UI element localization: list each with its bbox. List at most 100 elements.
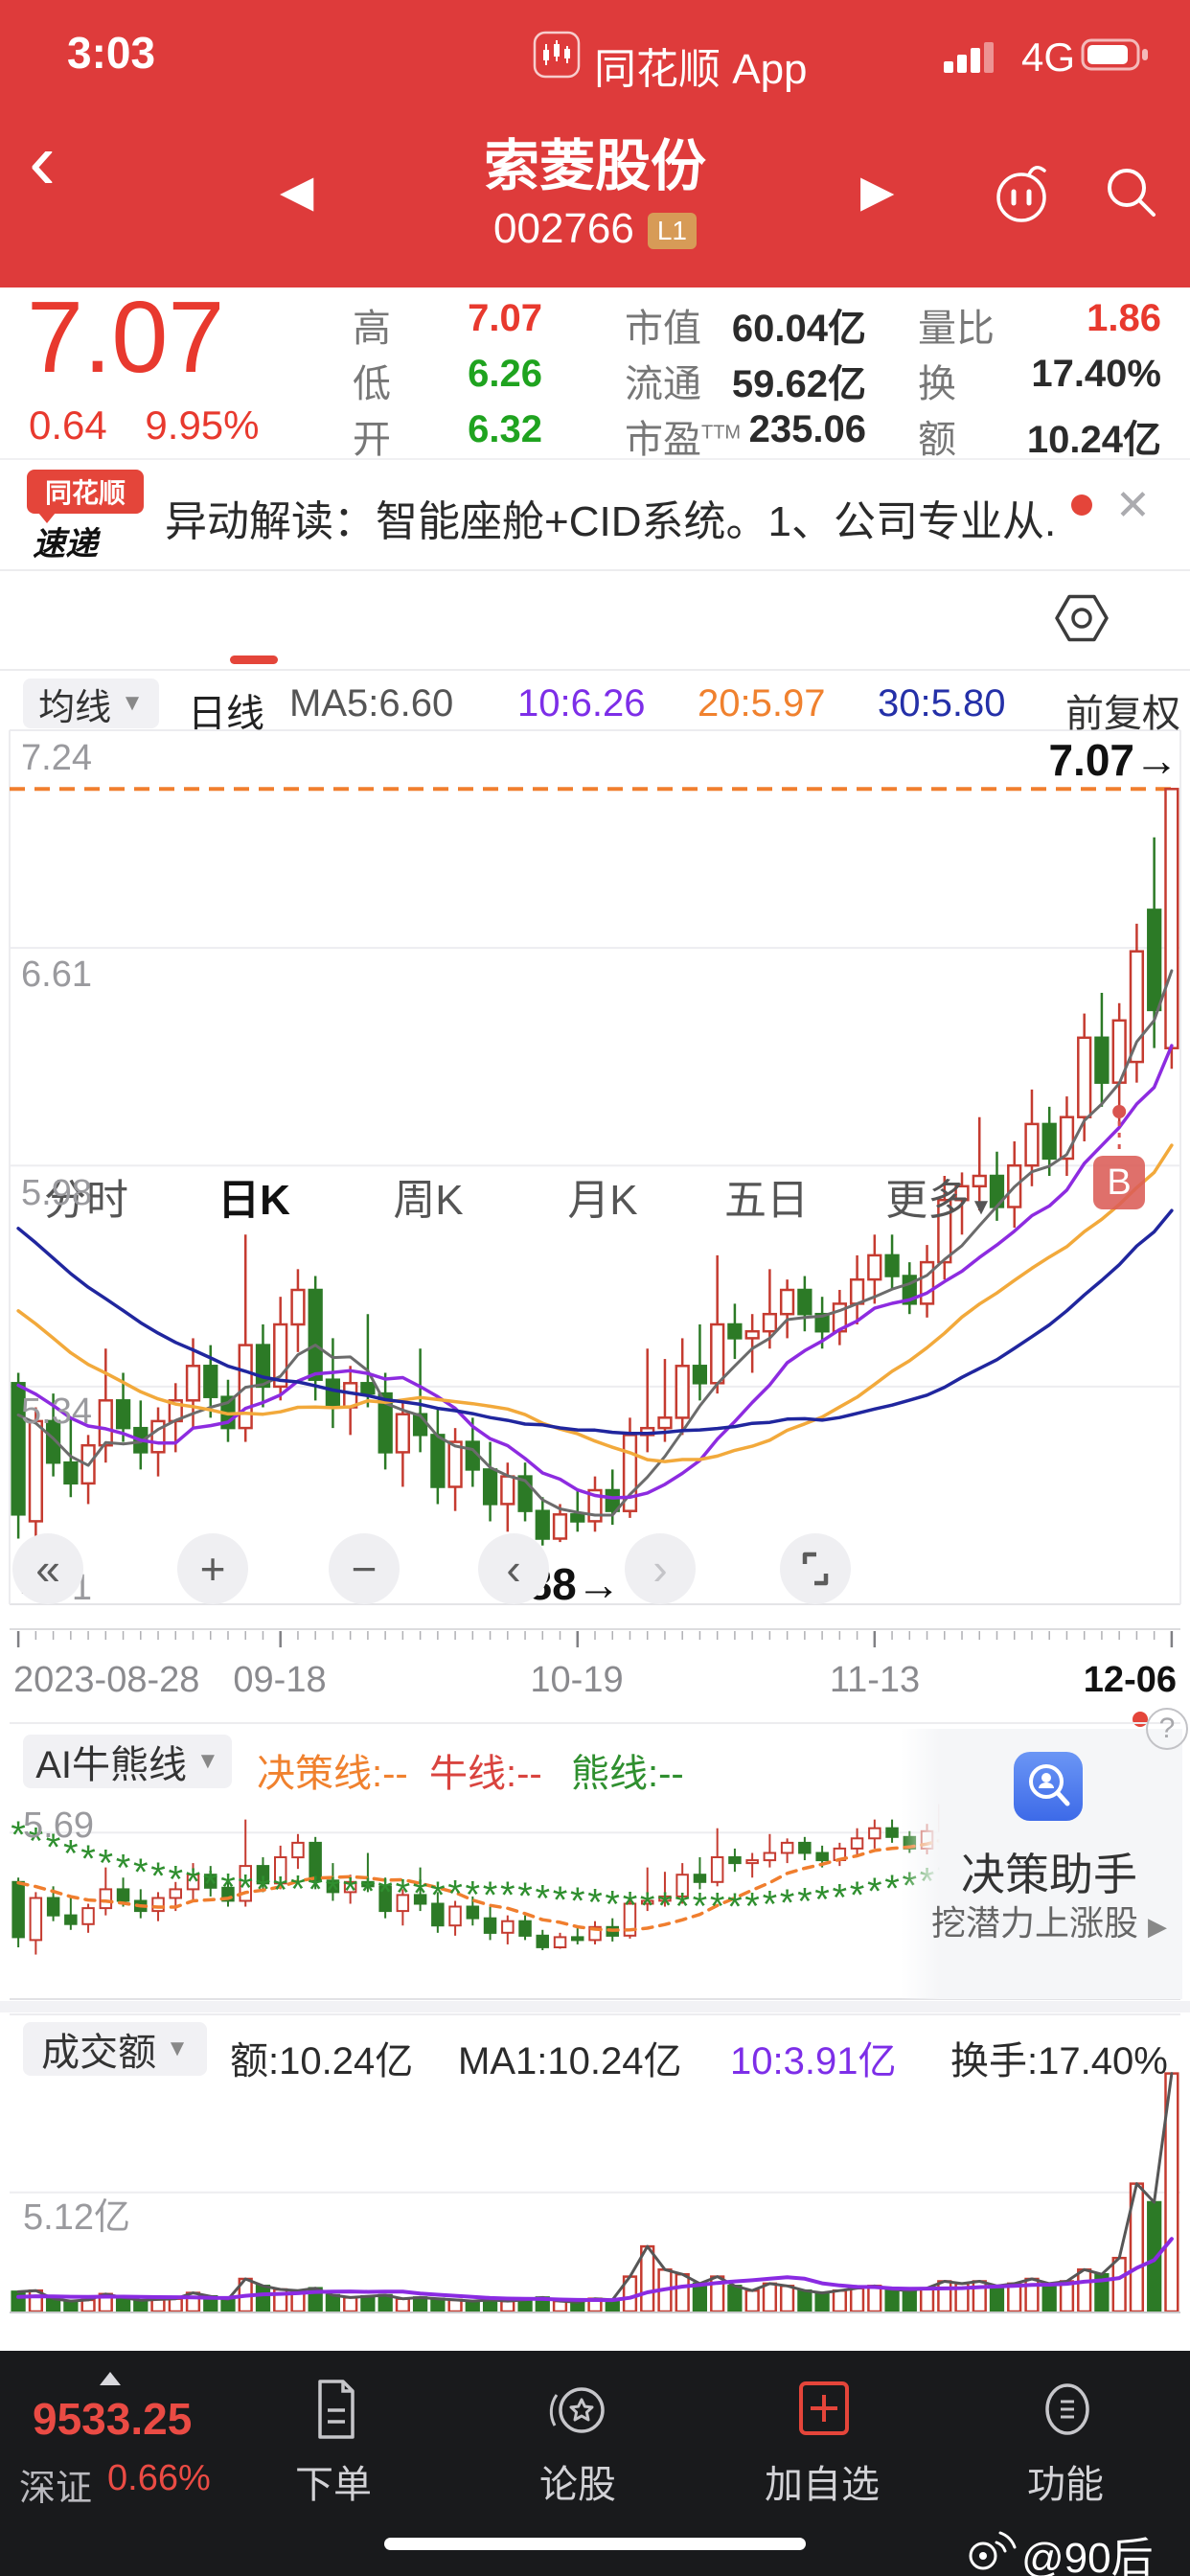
status-app-name: 同花顺 App xyxy=(594,46,808,93)
next-stock-button[interactable]: ▶ xyxy=(860,166,895,216)
svg-text:*: * xyxy=(413,1873,428,1915)
svg-text:*: * xyxy=(169,1859,184,1901)
chart-settings-gear-icon[interactable] xyxy=(1050,586,1113,655)
ma30-legend: 30:5.80 xyxy=(878,682,1006,724)
svg-text:*: * xyxy=(343,1870,358,1912)
svg-text:*: * xyxy=(797,1881,812,1923)
bottom-nav-bar: 9533.25 深证 0.66% xyxy=(0,2351,1190,2576)
svg-text:*: * xyxy=(884,1868,900,1910)
battery-icon xyxy=(1081,36,1157,80)
ai-indicator-dropdown[interactable]: AI牛熊线 ▼ xyxy=(23,1735,232,1788)
svg-text:*: * xyxy=(99,1843,114,1885)
prev-stock-button[interactable]: ◀ xyxy=(280,166,314,216)
unread-dot xyxy=(1071,494,1092,516)
low-value: 6.26 xyxy=(468,353,542,395)
search-icon[interactable] xyxy=(1100,161,1165,231)
pan-left-button[interactable]: ‹ xyxy=(478,1533,549,1604)
news-banner[interactable]: 同花顺 速递 异动解读：智能座舱+CID系统。1、公司专业从... ✕ xyxy=(0,458,1190,571)
index-up-icon xyxy=(100,2372,121,2385)
nav-label-functions[interactable]: 功能 xyxy=(1027,2464,1104,2506)
tab-monthly-k[interactable]: 月K xyxy=(567,1177,638,1224)
page-title: 索菱股份 xyxy=(483,135,706,197)
svg-text:*: * xyxy=(833,1877,848,1920)
volume-indicator-dropdown[interactable]: 成交额 ▼ xyxy=(23,2022,207,2076)
home-indicator[interactable] xyxy=(384,2538,806,2550)
svg-text:*: * xyxy=(693,1885,708,1927)
index-value: 9533.25 xyxy=(33,2394,193,2444)
level1-badge[interactable]: L1 xyxy=(647,213,697,250)
volratio-value: 1.86 xyxy=(1087,297,1161,339)
mktcap-value: 60.04亿 xyxy=(731,308,866,350)
news-logo-tail xyxy=(38,513,56,523)
turnover-value: 17.40% xyxy=(1031,353,1161,395)
assistant-subtitle[interactable]: 挖潜力上涨股 ▶ xyxy=(930,1903,1168,1943)
svg-text:*: * xyxy=(850,1874,865,1917)
buy-signal-badge[interactable]: B xyxy=(1093,1156,1145,1209)
volume-ma10-legend: 10:3.91亿 xyxy=(730,2040,897,2082)
svg-text:*: * xyxy=(483,1874,498,1917)
tab-more[interactable]: 更多▼ xyxy=(885,1177,993,1224)
nav-label-add-watchlist[interactable]: 加自选 xyxy=(765,2464,880,2506)
status-network: 4G xyxy=(1021,34,1076,80)
svg-text:*: * xyxy=(517,1875,533,1918)
tab-five-day[interactable]: 五日 xyxy=(724,1177,809,1224)
svg-text:*: * xyxy=(430,1874,446,1917)
mktcap-label: 市值 xyxy=(625,308,701,350)
pan-right-button[interactable]: › xyxy=(625,1533,696,1604)
svg-text:*: * xyxy=(553,1879,568,1921)
back-button[interactable]: ‹ xyxy=(29,116,56,206)
svg-text:*: * xyxy=(360,1871,376,1913)
caret-down-icon: ▼ xyxy=(970,1194,993,1220)
news-close-icon[interactable]: ✕ xyxy=(1115,482,1151,529)
tab-weekly-k[interactable]: 周K xyxy=(393,1177,464,1224)
svg-text:*: * xyxy=(587,1882,603,1924)
svg-text:*: * xyxy=(256,1869,271,1911)
svg-text:*: * xyxy=(46,1827,61,1869)
nav-label-order[interactable]: 下单 xyxy=(295,2464,372,2506)
fullscreen-button[interactable] xyxy=(780,1533,851,1604)
decision-assistant-icon[interactable] xyxy=(1014,1752,1083,1821)
period-tabs: 分时 日K 周K 月K 五日 更多▼ xyxy=(0,573,1190,1224)
tab-daily-k[interactable]: 日K xyxy=(217,1177,290,1224)
nav-label-forum[interactable]: 论股 xyxy=(539,2464,616,2506)
pe-label: 市盈TTM xyxy=(625,419,742,461)
low-label: 低 xyxy=(353,363,391,405)
svg-text:*: * xyxy=(150,1855,166,1898)
price-change-pct: 9.95% xyxy=(145,402,260,448)
svg-text:*: * xyxy=(63,1832,79,1874)
float-value: 59.62亿 xyxy=(731,363,866,405)
svg-text:*: * xyxy=(744,1885,760,1927)
tab-fenshi[interactable]: 分时 xyxy=(44,1177,128,1224)
assistant-title[interactable]: 决策助手 xyxy=(961,1850,1137,1899)
news-logo: 同花顺 xyxy=(27,470,144,514)
jump-start-button[interactable]: « xyxy=(12,1533,83,1604)
help-icon[interactable]: ? xyxy=(1146,1708,1188,1750)
svg-text:*: * xyxy=(536,1878,551,1920)
weibo-icon xyxy=(964,2516,1021,2576)
adjust-mode-toggle[interactable]: 前复权 xyxy=(1065,693,1180,735)
x-axis-label: 11-13 xyxy=(829,1660,921,1700)
svg-text:*: * xyxy=(186,1861,201,1903)
open-value: 6.32 xyxy=(468,408,542,450)
index-pct: 0.66% xyxy=(107,2458,211,2498)
zoom-in-button[interactable]: + xyxy=(177,1533,248,1604)
svg-text:*: * xyxy=(814,1879,830,1921)
zoom-out-button[interactable]: − xyxy=(329,1533,400,1604)
svg-text:*: * xyxy=(290,1869,306,1911)
price-change-row: 0.64 9.95% xyxy=(29,402,260,448)
news-headline[interactable]: 异动解读：智能座舱+CID系统。1、公司专业从... xyxy=(165,498,1056,545)
svg-text:*: * xyxy=(80,1838,96,1880)
svg-text:*: * xyxy=(640,1885,655,1927)
assistant-robot-icon[interactable] xyxy=(985,157,1058,235)
ai-y-tick: 5.69 xyxy=(23,1806,94,1846)
caret-down-icon: ▼ xyxy=(166,2036,189,2061)
ma20-legend: 20:5.97 xyxy=(698,682,826,724)
ma-dropdown[interactable]: 均线 ▼ xyxy=(23,678,159,728)
header: 3:03 同花顺 App 4G ‹ ◀ 索菱股份 002766 L1 ▶ xyxy=(0,0,1190,288)
open-label: 开 xyxy=(353,419,391,461)
svg-text:*: * xyxy=(220,1867,236,1909)
svg-text:*: * xyxy=(326,1870,341,1912)
stock-code-row: 002766 L1 xyxy=(0,205,1190,253)
